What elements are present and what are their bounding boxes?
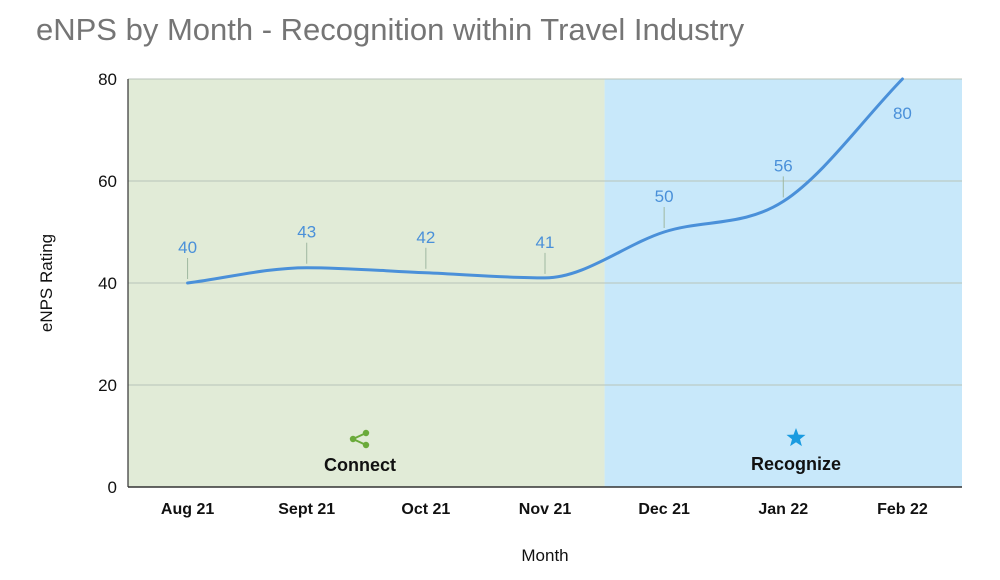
share-icon-node [362, 441, 370, 449]
data-label: 40 [178, 238, 197, 257]
data-label: 50 [655, 187, 674, 206]
band-label-recognize: Recognize [751, 454, 841, 474]
share-icon [349, 429, 370, 449]
x-axis-label: Month [521, 546, 568, 565]
data-label: 41 [536, 233, 555, 252]
share-icon-node [349, 435, 357, 443]
y-tick-label: 20 [98, 376, 117, 395]
y-tick-label: 0 [108, 478, 117, 497]
x-tick-label: Feb 22 [877, 501, 928, 518]
series-line-path [186, 77, 904, 285]
y-tick-label: 60 [98, 172, 117, 191]
band-label-connect: Connect [324, 455, 396, 475]
x-tick-label: Nov 21 [519, 501, 572, 518]
data-label: 56 [774, 156, 793, 175]
data-label: 42 [416, 228, 435, 247]
star-icon [786, 428, 806, 447]
x-tick-label: Aug 21 [161, 501, 214, 518]
data-labels: 40 43 42 41 50 56 80 [178, 104, 912, 279]
x-tick-label: Sept 21 [278, 501, 335, 518]
share-icon-node [362, 429, 370, 437]
x-tick-label: Dec 21 [638, 501, 690, 518]
y-axis-label: eNPS Rating [37, 234, 56, 332]
series-line [186, 77, 904, 285]
band-labels: Connect Recognize [324, 428, 841, 475]
data-label: 43 [297, 223, 316, 242]
data-label: 80 [893, 104, 912, 123]
y-tick-label: 40 [98, 274, 117, 293]
gridlines [128, 78, 962, 386]
x-tick-label: Jan 22 [758, 501, 808, 518]
x-tick-label: Oct 21 [401, 501, 450, 518]
y-tick-label: 80 [98, 70, 117, 89]
axes: 0 20 40 60 80 Aug 21 Sept 21 Oct 21 Nov 21 Dec 21… [98, 70, 962, 518]
chart-title: eNPS by Month - Recognition within Trave… [36, 12, 745, 47]
